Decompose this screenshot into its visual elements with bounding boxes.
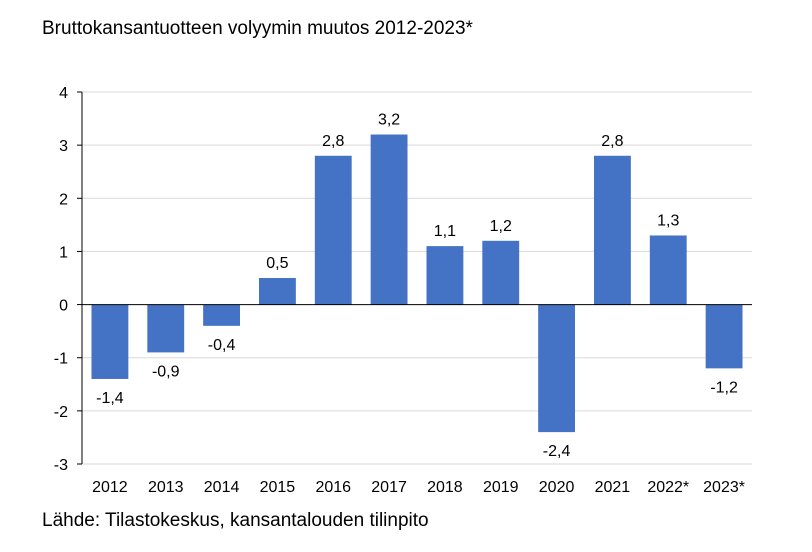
data-labels: -1,4 -0,9 -0,4 0,5 2,8 3,2 1,1 1,2 -2,4 2,8 1,3 -1,… [96, 112, 738, 461]
y-tick-label: 4 [59, 85, 68, 102]
x-tick-label: 2016 [315, 479, 351, 496]
x-tick-label: 2018 [427, 479, 463, 496]
y-tick-label: 0 [59, 298, 68, 315]
bar-2014 [203, 304, 241, 326]
bars [91, 134, 743, 433]
x-tick-label: 2021 [595, 479, 631, 496]
source-note: Lähde: Tilastokeskus, kansantalouden til… [42, 510, 429, 531]
x-tick-label: 2020 [539, 479, 575, 496]
x-tick-labels: 2012 2013 2014 2015 2016 2017 2018 2019 2020 2021… [92, 479, 745, 496]
data-label: -1,2 [710, 379, 738, 396]
x-tick-label: 2017 [371, 479, 407, 496]
bar-2013 [147, 304, 185, 353]
bar-2016 [314, 155, 352, 305]
x-tick-label: 2015 [260, 479, 296, 496]
data-label: 2,8 [322, 133, 344, 150]
axis [77, 91, 752, 465]
data-label: 3,2 [378, 112, 400, 129]
bar-2017 [370, 134, 408, 305]
data-label: 0,5 [266, 255, 288, 272]
bar-2022* [649, 235, 687, 305]
data-label: 1,2 [490, 218, 512, 235]
bar-2018 [426, 246, 464, 305]
x-tick-label: 2012 [92, 479, 128, 496]
data-label: -0,4 [208, 337, 236, 354]
y-tick-label: -3 [54, 457, 68, 474]
data-label: 1,3 [657, 212, 679, 229]
data-label: 2,8 [601, 133, 623, 150]
bar-2023* [705, 304, 743, 369]
bar-2012 [91, 304, 129, 379]
bar-2015 [258, 278, 296, 305]
bar-2021 [593, 155, 631, 305]
y-tick-labels: 4 3 2 1 0 -1 -2 -3 [54, 85, 68, 474]
x-tick-label: 2014 [204, 479, 240, 496]
y-tick-label: -2 [54, 404, 68, 421]
x-tick-label: 2023* [703, 479, 745, 496]
bar-2020 [538, 304, 576, 433]
y-tick-label: 1 [59, 244, 68, 261]
y-tick-label: 2 [59, 191, 68, 208]
bar-2019 [482, 240, 520, 305]
y-tick-label: -1 [54, 351, 68, 368]
data-label: -1,4 [96, 390, 124, 407]
data-label: 1,1 [434, 223, 456, 240]
gridlines [82, 91, 752, 465]
data-label: -2,4 [543, 443, 571, 460]
data-label: -0,9 [152, 363, 180, 380]
y-tick-label: 3 [59, 138, 68, 155]
chart-title: Bruttokansantuotteen volyymin muutos 201… [42, 18, 473, 39]
x-tick-label: 2019 [483, 479, 519, 496]
x-tick-label: 2022* [647, 479, 689, 496]
x-tick-label: 2013 [148, 479, 184, 496]
